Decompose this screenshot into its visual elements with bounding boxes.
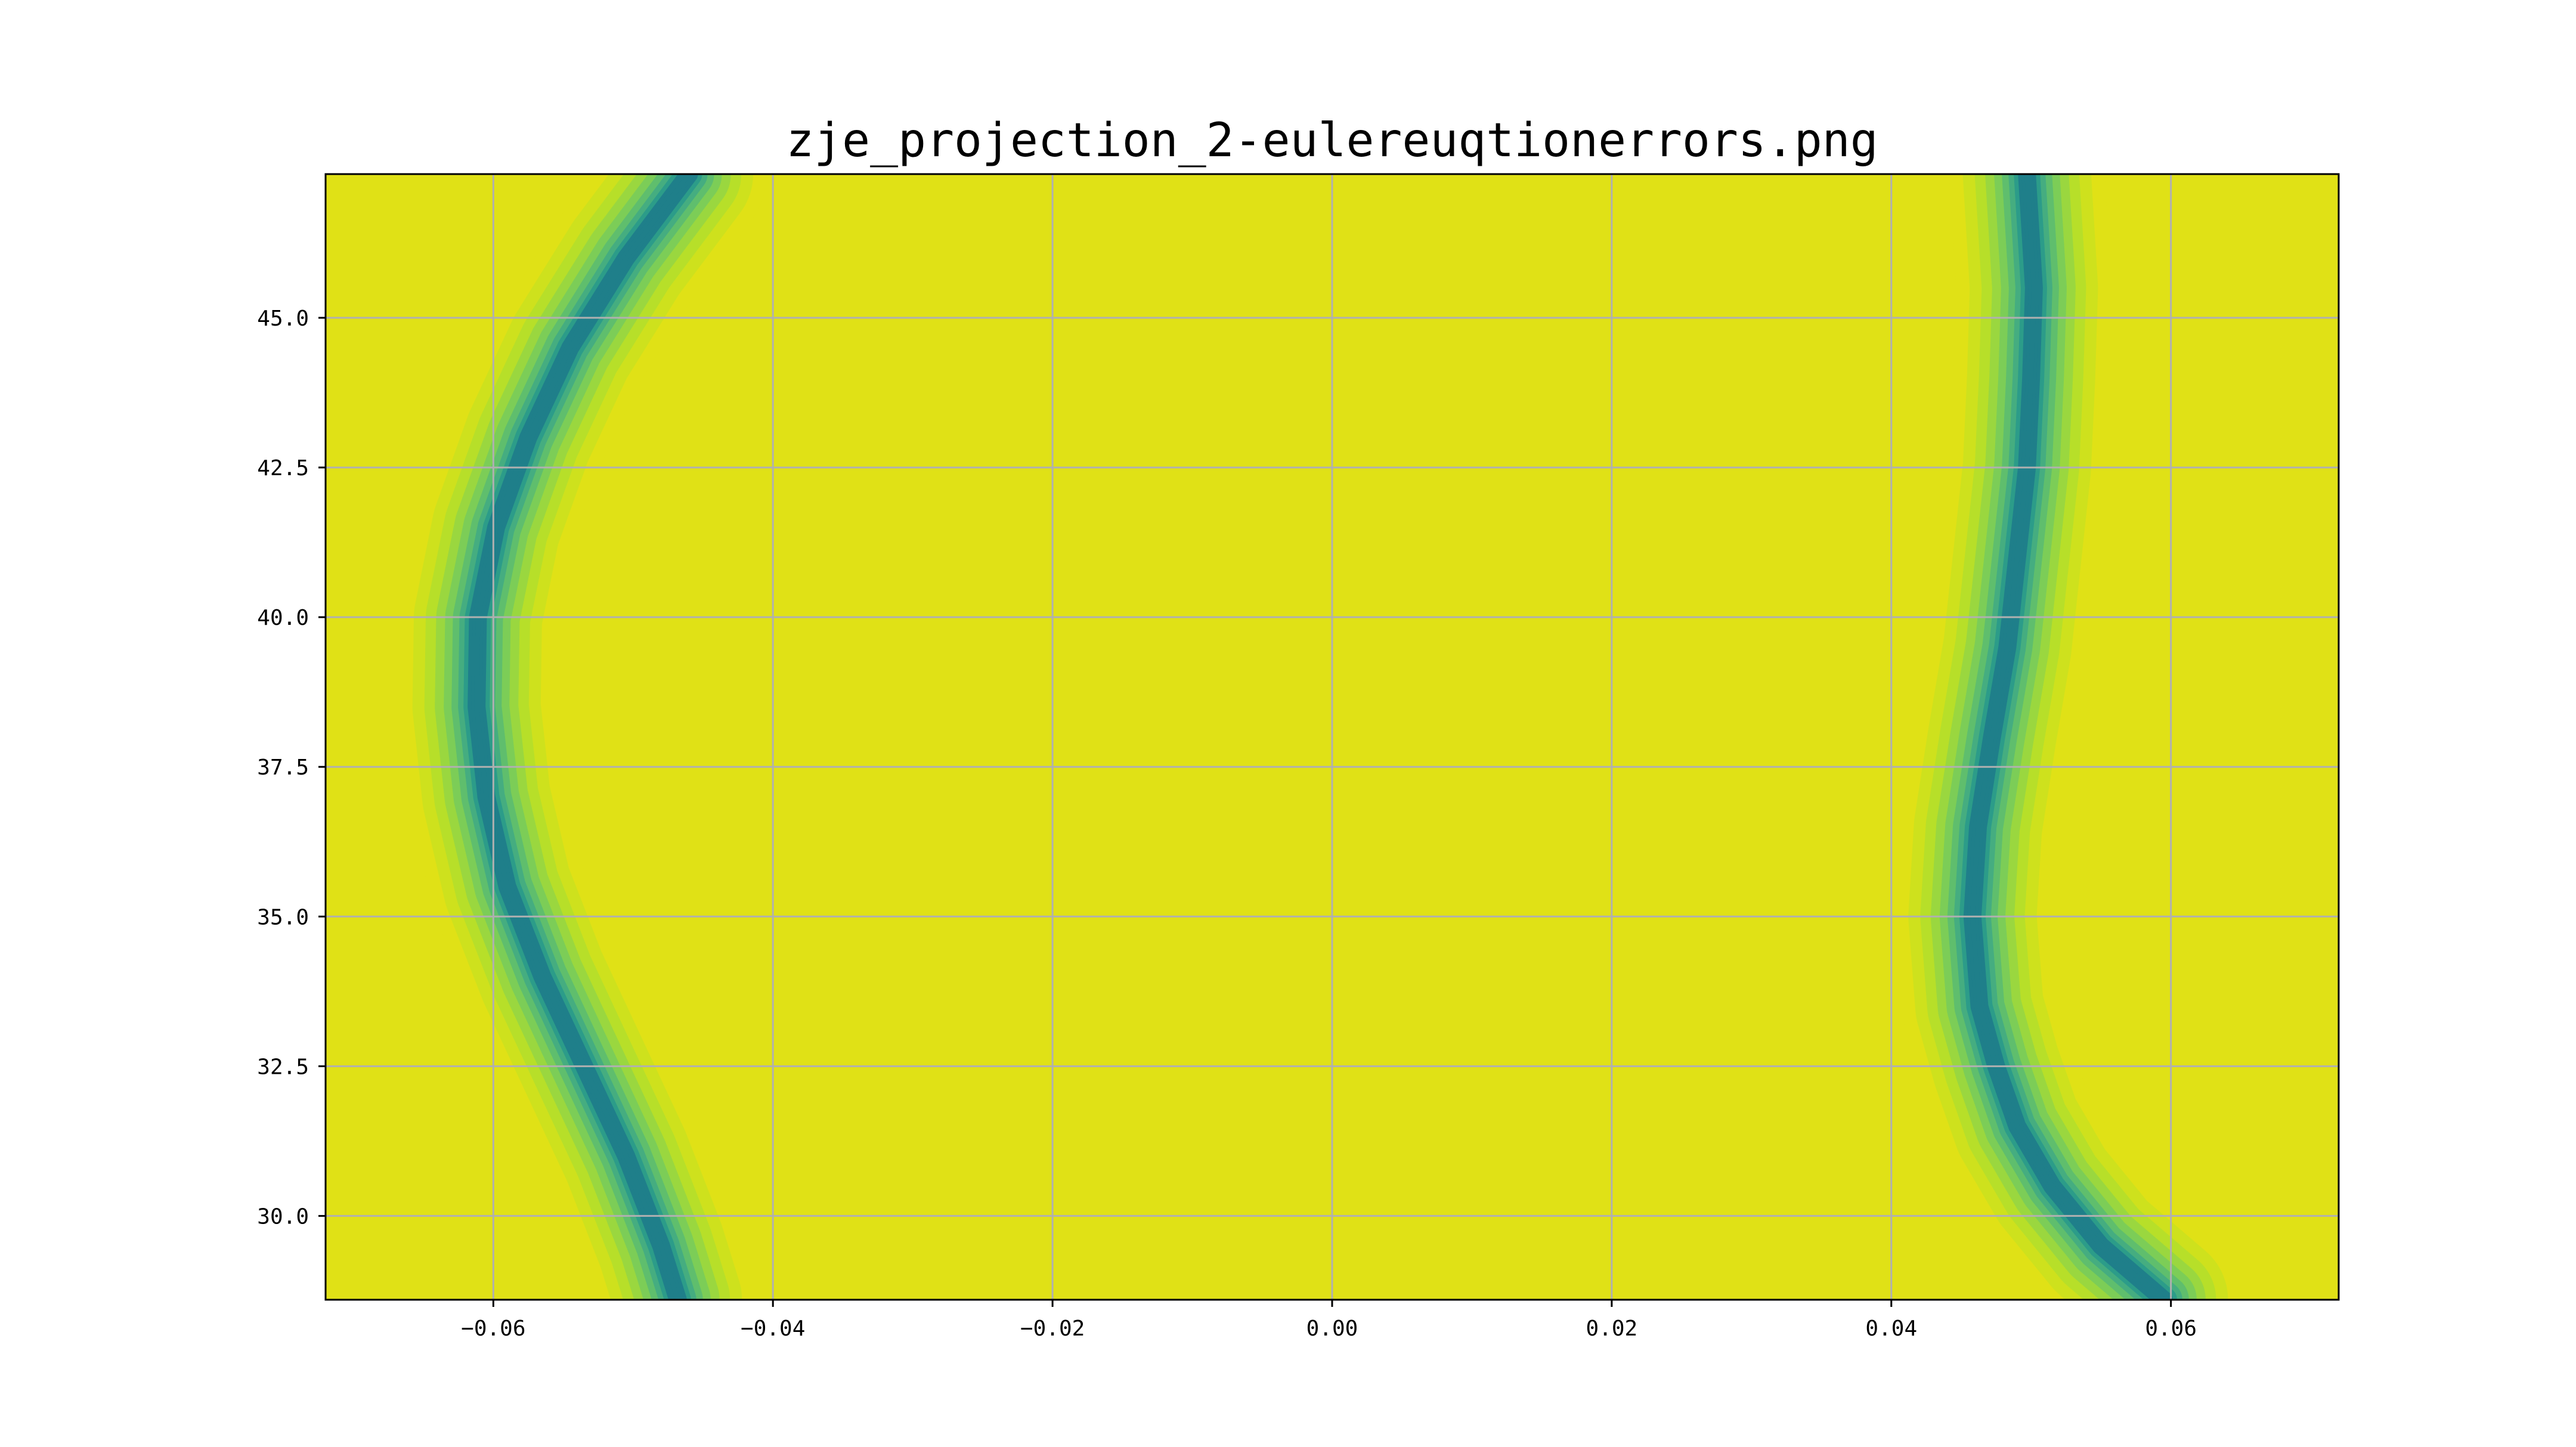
y-tick-label-0: 30.0	[257, 1204, 309, 1229]
x-tick-label-4: 0.02	[1586, 1316, 1638, 1341]
y-axis-ticks: 30.0 32.5 35.0 37.5 40.0 42.5 45.0	[257, 306, 326, 1229]
y-tick-label-3: 37.5	[257, 755, 309, 780]
y-tick-label-2: 35.0	[257, 905, 309, 929]
x-tick-label-0: −0.06	[461, 1316, 525, 1341]
y-tick-label-4: 40.0	[257, 606, 309, 630]
minimum-curve-left	[474, 174, 692, 1300]
x-axis-ticks: −0.06 −0.04 −0.02 0.00 0.02 0.04 0.06	[461, 1300, 2197, 1341]
y-tick-label-6: 45.0	[257, 306, 309, 331]
x-tick-label-2: −0.02	[1020, 1316, 1085, 1341]
minimum-curve-right	[1970, 174, 2166, 1300]
chart-title: zje_projection_2-eulereuqtionerrors.png	[786, 114, 1878, 168]
y-tick-label-1: 32.5	[257, 1055, 309, 1079]
x-tick-label-1: −0.04	[741, 1316, 805, 1341]
x-tick-label-6: 0.06	[2145, 1316, 2197, 1341]
y-tick-label-5: 42.5	[257, 456, 309, 481]
x-tick-label-5: 0.04	[1865, 1316, 1917, 1341]
grid-layer	[326, 174, 2339, 1300]
x-tick-label-3: 0.00	[1306, 1316, 1358, 1341]
plot-area	[326, 174, 2339, 1300]
contour-layer	[399, 174, 2241, 1300]
